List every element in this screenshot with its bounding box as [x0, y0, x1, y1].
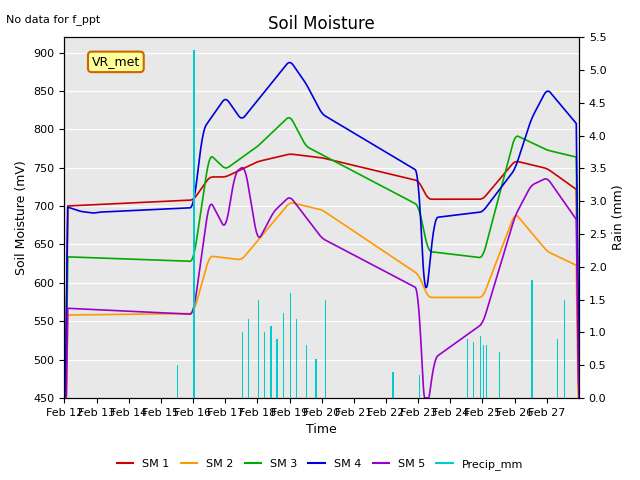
- Bar: [290, 293, 291, 398]
- Bar: [483, 346, 484, 398]
- Bar: [177, 365, 178, 398]
- Bar: [296, 319, 297, 398]
- Bar: [480, 336, 481, 398]
- Title: Soil Moisture: Soil Moisture: [268, 15, 375, 33]
- Bar: [324, 300, 325, 398]
- Y-axis label: Soil Moisture (mV): Soil Moisture (mV): [15, 160, 28, 275]
- Bar: [486, 346, 487, 398]
- Bar: [264, 332, 265, 398]
- Bar: [258, 300, 259, 398]
- Bar: [564, 300, 565, 398]
- Bar: [557, 339, 558, 398]
- Bar: [248, 319, 249, 398]
- Bar: [392, 372, 393, 398]
- Bar: [283, 312, 284, 398]
- Bar: [270, 326, 271, 398]
- Y-axis label: Rain (mm): Rain (mm): [612, 185, 625, 251]
- Bar: [499, 352, 500, 398]
- Bar: [178, 365, 179, 398]
- Bar: [306, 346, 307, 398]
- Text: VR_met: VR_met: [92, 55, 140, 68]
- Bar: [241, 332, 242, 398]
- Bar: [194, 50, 195, 398]
- Bar: [271, 326, 272, 398]
- Bar: [393, 372, 394, 398]
- Bar: [316, 359, 317, 398]
- Bar: [467, 339, 468, 398]
- Bar: [473, 342, 474, 398]
- Bar: [242, 332, 243, 398]
- Text: No data for f_ppt: No data for f_ppt: [6, 14, 100, 25]
- Bar: [325, 300, 326, 398]
- Bar: [531, 280, 532, 398]
- Bar: [277, 339, 278, 398]
- Legend: SM 1, SM 2, SM 3, SM 4, SM 5, Precip_mm: SM 1, SM 2, SM 3, SM 4, SM 5, Precip_mm: [112, 455, 528, 474]
- X-axis label: Time: Time: [307, 423, 337, 436]
- Bar: [193, 50, 194, 398]
- Bar: [276, 339, 277, 398]
- Bar: [419, 375, 420, 398]
